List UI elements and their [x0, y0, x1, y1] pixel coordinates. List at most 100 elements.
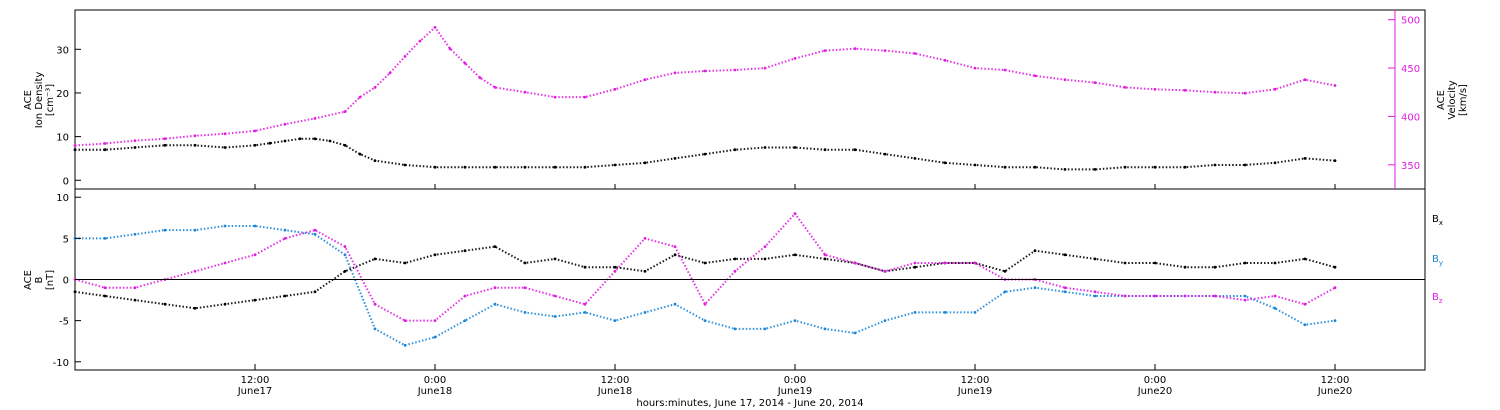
point-velocity — [853, 47, 857, 51]
point-velocity — [703, 69, 707, 73]
point-velocity — [373, 86, 377, 89]
point-velocity — [493, 86, 497, 89]
point-velocity — [763, 66, 767, 70]
point-bz — [553, 294, 557, 298]
series-bx — [73, 245, 1337, 310]
point-density — [943, 161, 947, 165]
point-velocity — [103, 142, 107, 145]
point-bz — [763, 245, 767, 249]
point-by — [853, 331, 857, 335]
point-velocity — [1333, 84, 1337, 87]
point-bx — [643, 269, 647, 273]
point-velocity — [388, 71, 392, 75]
point-bx — [433, 253, 437, 257]
point-bx — [763, 257, 767, 261]
point-density — [853, 148, 857, 152]
point-bx — [463, 249, 467, 253]
point-density — [343, 143, 347, 147]
point-velocity — [253, 129, 257, 133]
point-bx — [1063, 253, 1067, 257]
point-bz — [463, 294, 467, 298]
point-velocity — [943, 58, 947, 62]
point-velocity — [343, 110, 347, 113]
point-velocity — [1033, 74, 1037, 78]
point-density — [913, 157, 917, 160]
point-bx — [1213, 265, 1217, 269]
point-by — [133, 232, 137, 236]
point-by — [943, 311, 947, 314]
point-density — [613, 163, 617, 167]
point-by — [673, 302, 677, 306]
point-velocity — [1063, 78, 1067, 82]
bottom-ylabel: ACEB[nT] — [23, 270, 56, 290]
point-bz — [493, 286, 497, 290]
point-bz — [1213, 294, 1217, 298]
point-by — [1033, 286, 1037, 290]
point-density — [1333, 159, 1337, 163]
point-bz — [943, 261, 947, 265]
point-velocity — [1183, 88, 1187, 92]
point-density — [133, 146, 137, 149]
x-tick-time-label: 12:00 — [241, 375, 270, 386]
point-by — [523, 311, 527, 314]
series-bz — [73, 212, 1337, 322]
point-velocity — [883, 49, 887, 52]
point-bz — [343, 245, 347, 249]
point-by — [763, 327, 767, 331]
point-bz — [223, 261, 227, 265]
point-bz — [583, 302, 587, 306]
series-line-bx — [74, 245, 1336, 310]
point-bz — [913, 261, 917, 265]
point-by — [463, 319, 467, 322]
point-density — [1093, 168, 1097, 171]
point-velocity — [403, 55, 407, 58]
axis-labels: ACEIon Density[cm⁻³] ACEVelocity[km/s] A… — [23, 72, 1469, 409]
point-bz — [823, 253, 827, 257]
bottom-legend: Bx By Bz — [1432, 214, 1443, 305]
point-by — [823, 327, 827, 331]
x-tick-date-label: June19 — [777, 386, 813, 397]
point-bz — [103, 286, 107, 290]
point-velocity — [1153, 87, 1157, 91]
point-velocity — [358, 95, 362, 99]
point-bz — [643, 237, 647, 240]
point-bz — [793, 212, 797, 216]
point-by — [1303, 323, 1307, 327]
point-density — [643, 161, 647, 165]
legend-by: By — [1432, 254, 1443, 267]
point-bz — [193, 269, 197, 273]
point-bz — [313, 228, 317, 232]
point-density — [403, 163, 407, 167]
point-velocity — [1003, 68, 1007, 72]
point-velocity — [523, 90, 527, 94]
point-density — [1213, 163, 1217, 167]
point-density — [433, 165, 437, 169]
point-bz — [523, 286, 527, 290]
point-velocity — [823, 49, 827, 52]
x-tick-time-label: 12:00 — [961, 375, 990, 386]
point-density — [1003, 165, 1007, 169]
point-by — [613, 319, 617, 322]
point-density — [73, 148, 77, 152]
point-bx — [1123, 261, 1127, 265]
point-density — [103, 148, 107, 152]
point-bx — [133, 298, 137, 302]
point-bx — [1243, 261, 1247, 265]
top-right-tick-label: 350 — [1401, 161, 1420, 172]
point-bz — [973, 261, 977, 265]
point-bz — [1123, 294, 1127, 298]
point-bx — [613, 265, 617, 269]
top-right-tick-label: 450 — [1401, 64, 1420, 75]
point-bx — [673, 253, 677, 257]
point-velocity — [418, 39, 422, 43]
point-by — [1003, 290, 1007, 294]
point-by — [703, 319, 707, 322]
bottom-panel-series — [73, 212, 1337, 347]
point-bz — [673, 245, 677, 249]
point-density — [1033, 165, 1037, 169]
point-velocity — [163, 137, 167, 141]
point-density — [553, 165, 557, 169]
point-by — [1093, 294, 1097, 298]
point-velocity — [1093, 81, 1097, 84]
top-left-tick-label: 30 — [56, 45, 69, 56]
